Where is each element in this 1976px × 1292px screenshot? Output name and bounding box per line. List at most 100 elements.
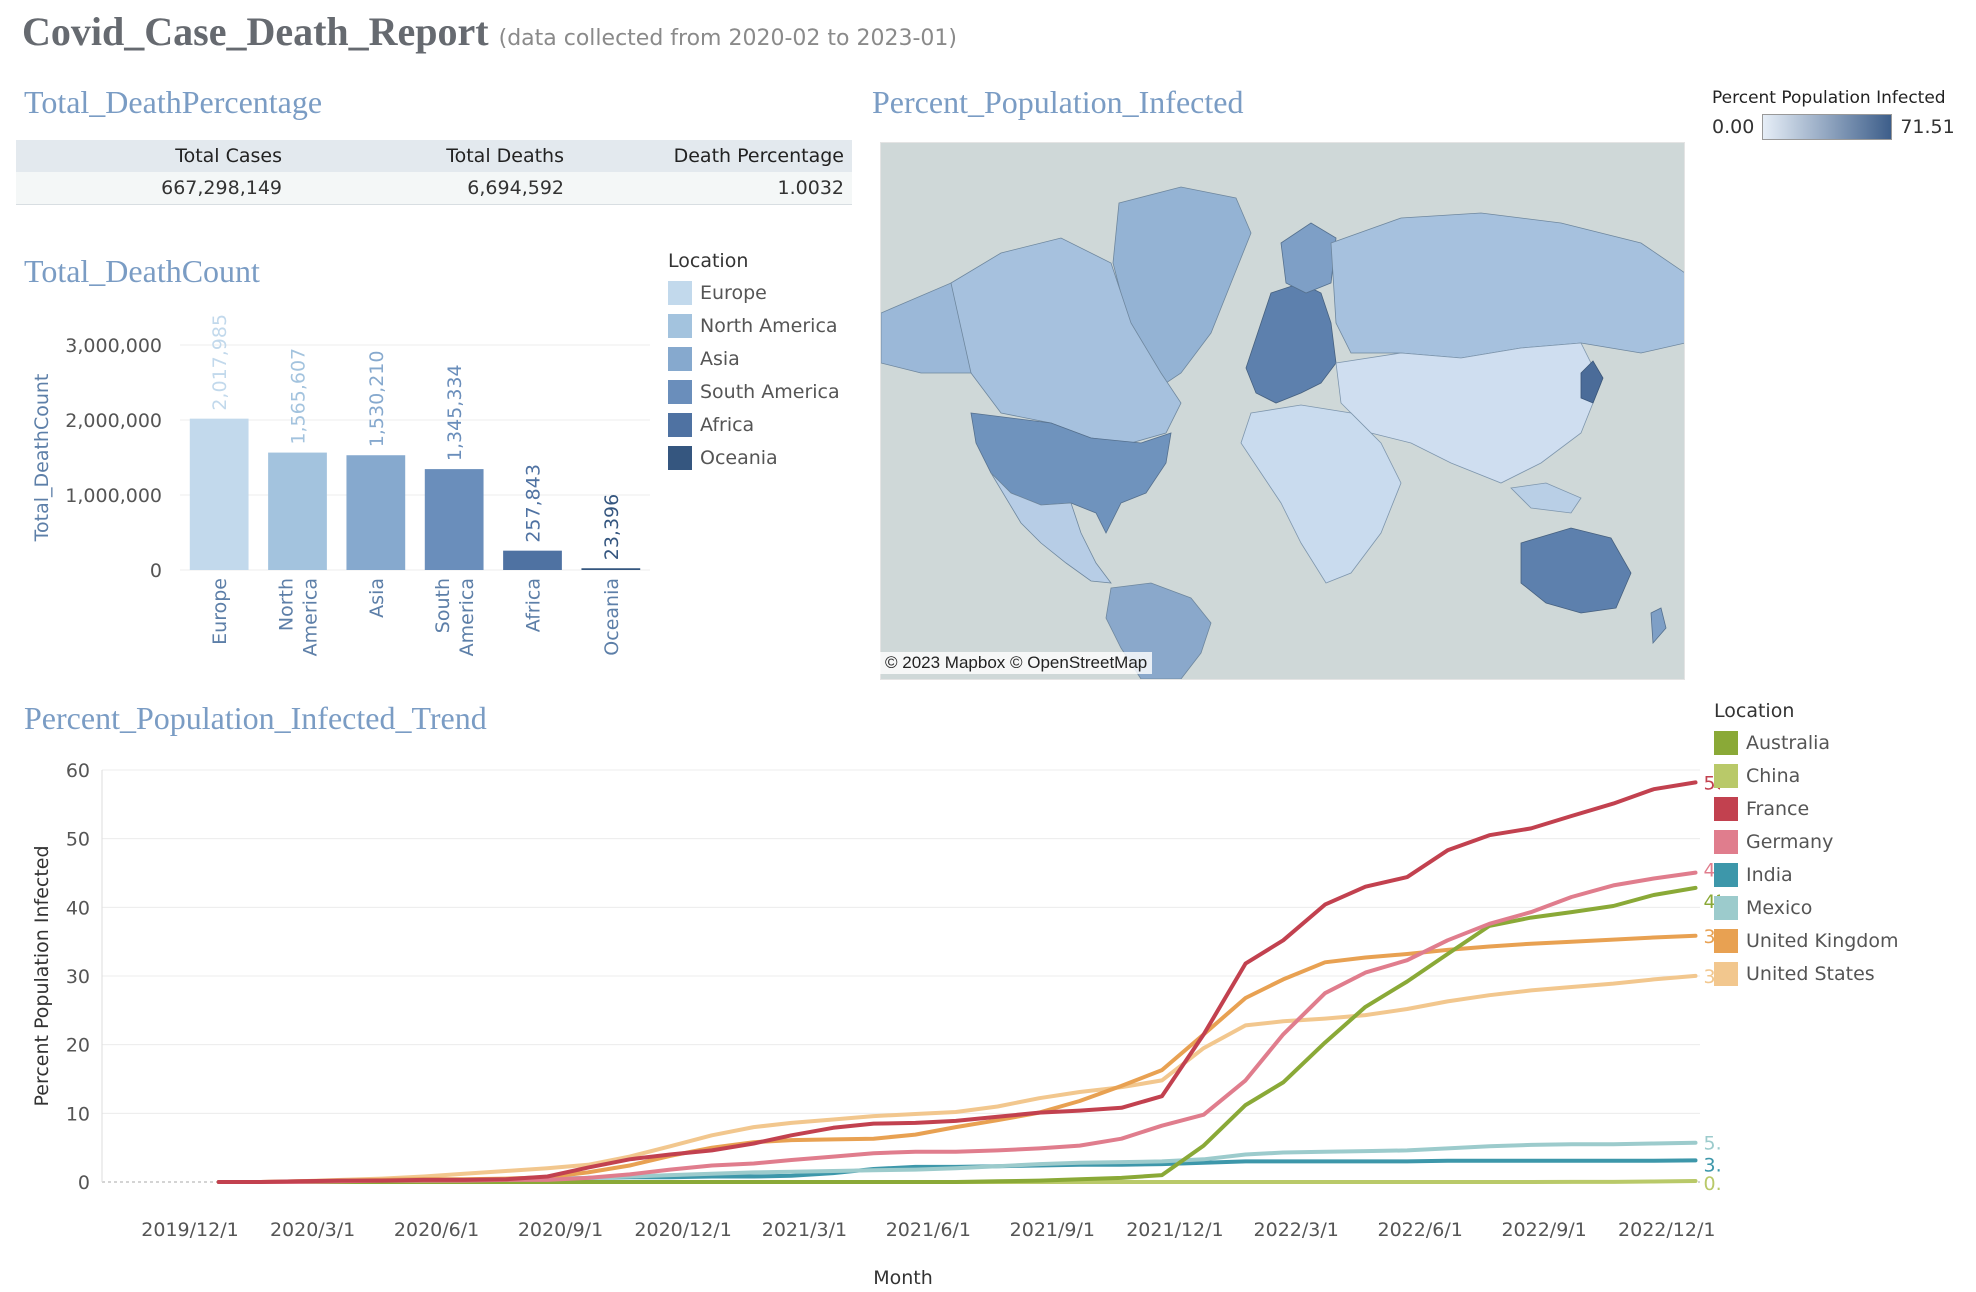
bar-north-america[interactable] bbox=[268, 452, 327, 570]
bar-legend-label: South America bbox=[700, 380, 840, 403]
map-japan[interactable] bbox=[1580, 360, 1604, 404]
trend-ytick-label: 0 bbox=[78, 1172, 90, 1194]
trend-line-france[interactable] bbox=[216, 780, 1698, 1184]
map-southeast-asia[interactable] bbox=[1510, 482, 1582, 514]
line-legend-item-france[interactable]: France bbox=[1714, 792, 1899, 825]
line-legend-item-united-states[interactable]: United States bbox=[1714, 957, 1899, 990]
map-asia[interactable] bbox=[1335, 342, 1602, 484]
bar-legend-title: Location bbox=[668, 250, 749, 272]
line-legend-item-united-kingdom[interactable]: United Kingdom bbox=[1714, 924, 1899, 957]
bar-category-label: North bbox=[276, 578, 298, 631]
map-russia[interactable] bbox=[1330, 212, 1685, 359]
trend-xtick-label: 2020/9/1 bbox=[518, 1219, 603, 1241]
bar-value-label: 23,396 bbox=[601, 494, 623, 560]
bar-ytick-label: 0 bbox=[150, 560, 162, 582]
line-legend-label: India bbox=[1746, 863, 1793, 886]
line-legend-swatch bbox=[1714, 829, 1738, 854]
kpi-header-total-deaths: Total Deaths bbox=[446, 145, 564, 167]
map-australia[interactable] bbox=[1520, 527, 1632, 614]
bar-oceania[interactable] bbox=[581, 568, 641, 570]
map-credit[interactable]: © 2023 Mapbox © OpenStreetMap bbox=[880, 652, 1153, 674]
population-infected-title: Percent_Population_Infected bbox=[872, 84, 1244, 120]
gradient-legend: Percent Population Infected 0.00 71.51 bbox=[1712, 88, 1955, 140]
bar-legend-item-europe[interactable]: Europe bbox=[668, 276, 840, 309]
bar-legend-item-south-america[interactable]: South America bbox=[668, 375, 840, 408]
line-legend-item-germany[interactable]: Germany bbox=[1714, 825, 1899, 858]
line-legend: Location Australia China France Germany Indi… bbox=[1714, 700, 1899, 990]
trend-xtick-label: 2021/3/1 bbox=[762, 1219, 847, 1241]
trend-line-united-kingdom[interactable] bbox=[216, 933, 1698, 1184]
kpi-value-death-percentage: 1.0032 bbox=[777, 177, 844, 199]
map-scandinavia[interactable] bbox=[1280, 222, 1337, 294]
bar-legend-swatch bbox=[668, 412, 692, 437]
gradient-legend-max: 71.51 bbox=[1900, 116, 1955, 138]
bar-value-label: 1,530,210 bbox=[366, 351, 388, 448]
trend-ylabel: Percent Population Infected bbox=[31, 845, 53, 1106]
line-legend-label: Australia bbox=[1746, 731, 1831, 754]
line-legend-swatch bbox=[1714, 961, 1738, 986]
map-africa[interactable] bbox=[1240, 404, 1402, 584]
line-legend-swatch bbox=[1714, 928, 1738, 953]
trend-xtick-label: 2022/3/1 bbox=[1254, 1219, 1339, 1241]
bar-ytick-label: 1,000,000 bbox=[65, 485, 162, 507]
report-title: Covid_Case_Death_Report (data collected f… bbox=[22, 8, 957, 55]
bar-legend-label: Africa bbox=[700, 413, 755, 436]
kpi-value-row: 667,298,149 6,694,592 1.0032 bbox=[16, 172, 852, 205]
line-legend-item-china[interactable]: China bbox=[1714, 759, 1899, 792]
bar-legend-swatch bbox=[668, 313, 692, 338]
trend-ytick-label: 20 bbox=[66, 1035, 90, 1057]
line-legend-label: United Kingdom bbox=[1746, 929, 1899, 952]
line-legend-item-india[interactable]: India bbox=[1714, 858, 1899, 891]
trend-line-united-states[interactable] bbox=[216, 973, 1698, 1184]
map-alaska[interactable] bbox=[881, 282, 972, 374]
trend-end-label-china: 0.14 bbox=[1704, 1173, 1720, 1195]
kpi-header-row: Total Cases Total Deaths Death Percentag… bbox=[16, 140, 852, 172]
line-legend-item-australia[interactable]: Australia bbox=[1714, 726, 1899, 759]
trend-xlabel: Month bbox=[873, 1267, 933, 1289]
death-percentage-title: Total_DeathPercentage bbox=[24, 84, 323, 120]
bar-legend-item-africa[interactable]: Africa bbox=[668, 408, 840, 441]
kpi-header-total-cases: Total Cases bbox=[175, 145, 282, 167]
bar-value-label: 1,345,334 bbox=[444, 364, 466, 461]
map-mexico[interactable] bbox=[990, 472, 1112, 584]
kpi-table: Total Cases Total Deaths Death Percentag… bbox=[16, 140, 852, 205]
bar-ytick-label: 2,000,000 bbox=[65, 410, 162, 432]
trend-xtick-label: 2020/6/1 bbox=[394, 1219, 479, 1241]
bar-legend-label: Asia bbox=[700, 347, 740, 370]
bar-value-label: 2,017,985 bbox=[209, 314, 231, 411]
map-canada[interactable] bbox=[950, 237, 1182, 444]
trend-xtick-label: 2021/12/1 bbox=[1126, 1219, 1223, 1241]
report-subtitle: (data collected from 2020-02 to 2023-01) bbox=[498, 26, 957, 51]
trend-line-chart: 0 10 20 30 40 50 60 2019/12/1 2020/3/1 2020/6/1 20… bbox=[31, 760, 1720, 1289]
trend-end-label-india: 3.15 bbox=[1704, 1154, 1720, 1176]
trend-xtick-label: 2020/3/1 bbox=[270, 1219, 355, 1241]
bar-category-label: Africa bbox=[523, 578, 545, 632]
report-title-main: Covid_Case_Death_Report bbox=[22, 9, 489, 54]
bar-africa[interactable] bbox=[503, 550, 562, 570]
map-new-zealand[interactable] bbox=[1650, 607, 1667, 644]
line-legend-title: Location bbox=[1714, 700, 1795, 722]
map-europe[interactable] bbox=[1245, 282, 1337, 404]
world-map[interactable] bbox=[880, 142, 1685, 680]
line-legend-item-mexico[interactable]: Mexico bbox=[1714, 891, 1899, 924]
gradient-legend-title: Percent Population Infected bbox=[1712, 88, 1946, 108]
bar-asia[interactable] bbox=[346, 455, 406, 570]
bar-legend-item-oceania[interactable]: Oceania bbox=[668, 441, 840, 474]
bar-legend-swatch bbox=[668, 379, 692, 404]
trend-xtick-label: 2022/12/1 bbox=[1618, 1219, 1715, 1241]
trend-ytick-label: 60 bbox=[66, 760, 90, 782]
trend-line-germany[interactable] bbox=[216, 870, 1698, 1184]
bar-legend-item-north-america[interactable]: North America bbox=[668, 309, 840, 342]
kpi-header-death-percentage: Death Percentage bbox=[673, 145, 844, 167]
kpi-value-total-deaths: 6,694,592 bbox=[467, 177, 564, 199]
bar-ytick-label: 3,000,000 bbox=[65, 335, 162, 357]
bar-legend-item-asia[interactable]: Asia bbox=[668, 342, 840, 375]
bar-category-label: South bbox=[432, 578, 454, 633]
bar-south-america[interactable] bbox=[424, 469, 484, 570]
bar-europe[interactable] bbox=[189, 418, 249, 570]
line-legend-swatch bbox=[1714, 862, 1738, 887]
line-legend-label: Mexico bbox=[1746, 896, 1813, 919]
bar-value-label: 257,843 bbox=[523, 464, 545, 543]
trend-xtick-label: 2022/6/1 bbox=[1377, 1219, 1462, 1241]
trend-xtick-label: 2019/12/1 bbox=[141, 1219, 238, 1241]
